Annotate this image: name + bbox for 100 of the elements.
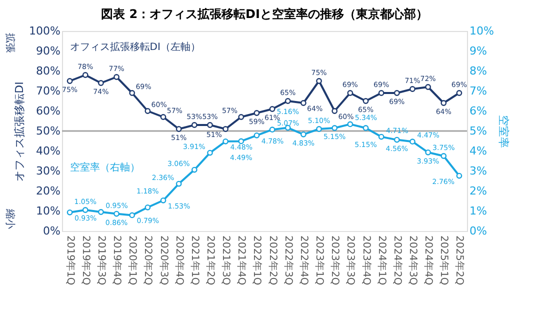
point <box>269 126 276 133</box>
y2-tick-label: 4% <box>470 144 487 158</box>
point <box>456 90 462 96</box>
point <box>254 132 260 138</box>
point <box>82 72 88 78</box>
point <box>316 78 322 84</box>
x-tick-label: 2024年4Q <box>422 236 435 286</box>
text: 空室率（右軸） <box>70 161 140 174</box>
y-tick-label: 40% <box>36 144 60 158</box>
point <box>362 98 369 104</box>
x-tick-label: 2024年1Q <box>376 236 388 286</box>
y2-tick-label: 9% <box>470 44 487 58</box>
y2-tick-label: 10% <box>470 24 494 38</box>
text: 縮小 <box>4 208 16 229</box>
x-tick-label: 2021年3Q <box>220 236 232 286</box>
point <box>332 125 338 131</box>
point <box>207 150 213 156</box>
x-tick-label: 2020年3Q <box>158 236 170 286</box>
y-tick-label: 60% <box>36 104 60 118</box>
x-tick-label: 2024年3Q <box>406 236 419 286</box>
point <box>362 125 369 131</box>
y-tick-label: 30% <box>36 164 60 178</box>
point <box>114 74 120 80</box>
point <box>114 210 120 217</box>
y2-tick-label: 2% <box>470 184 487 198</box>
point <box>66 209 73 216</box>
text: オフィス拡張移転DI（左軸） <box>70 41 200 53</box>
x-tick-label: 2025年1Q <box>438 236 450 286</box>
x-tick-label: 2024年2Q <box>391 236 404 286</box>
point <box>160 197 166 204</box>
x-tick-label: 2022年4Q <box>298 236 310 286</box>
x-tick-label: 2023年3Q <box>344 236 357 286</box>
point <box>300 100 306 106</box>
point <box>440 100 447 106</box>
point <box>300 131 306 138</box>
x-tick-label: 2021年1Q <box>188 236 201 286</box>
y2-tick-label: 0% <box>470 224 487 238</box>
point <box>98 209 104 215</box>
y-tick-label: 20% <box>36 184 60 198</box>
point <box>347 121 354 128</box>
point <box>440 153 447 159</box>
point <box>129 212 136 218</box>
point <box>284 98 291 104</box>
point <box>160 114 166 120</box>
point <box>222 126 229 132</box>
x-tick-label: 2023年2Q <box>329 236 342 286</box>
y2-tick-label: 8% <box>470 64 487 78</box>
y-tick-label: 100% <box>29 24 60 38</box>
y-tick-label: 80% <box>36 64 60 78</box>
x-tick-label: 2023年1Q <box>314 236 326 286</box>
point <box>66 78 73 84</box>
point <box>191 166 198 173</box>
point <box>378 134 384 140</box>
point <box>410 138 416 145</box>
point <box>144 204 151 210</box>
y2-tick-label: 1% <box>470 204 487 218</box>
point <box>332 108 338 114</box>
x-tick-label: 2021年4Q <box>236 236 248 286</box>
y-tick-label: 70% <box>36 84 60 98</box>
y2-tick-label: 5% <box>470 124 487 138</box>
point <box>425 84 432 90</box>
point <box>269 106 276 112</box>
point <box>347 90 354 96</box>
point <box>176 126 182 132</box>
y2-axis-title: 空室率 <box>496 115 510 148</box>
point <box>394 90 400 96</box>
point <box>98 80 104 86</box>
point <box>207 122 213 128</box>
x-tick-label: 2020年4Q <box>173 236 186 286</box>
point <box>82 207 88 213</box>
y2-tick-label: 3% <box>470 164 487 178</box>
chart-title: 図表 2：オフィス拡張移転DIと空室率の推移（東京都心部） <box>101 7 428 21</box>
point <box>394 136 400 143</box>
point <box>238 138 244 144</box>
x-tick-label: 2022年3Q <box>282 236 294 286</box>
point <box>316 126 322 132</box>
point <box>378 90 384 96</box>
x-tick-label: 2023年4Q <box>360 236 372 286</box>
point <box>222 138 229 144</box>
text: 拡張 <box>4 33 16 53</box>
x-tick-label: 2019年4Q <box>111 236 124 286</box>
y-axis-title: オフィス拡張移転DI <box>13 82 26 182</box>
x-tick-label: 2021年2Q <box>204 236 216 286</box>
x-tick-label: 2019年3Q <box>95 236 108 286</box>
y-tick-label: 50% <box>36 124 60 138</box>
y2-tick-label: 7% <box>470 84 487 98</box>
x-tick-label: 2020年1Q <box>126 236 139 286</box>
point <box>191 122 198 128</box>
x-tick-label: 2022年2Q <box>266 236 279 286</box>
point <box>144 108 151 114</box>
point <box>410 86 416 92</box>
point <box>238 114 244 120</box>
point <box>254 110 260 116</box>
x-tick-label: 2019年2Q <box>80 236 92 286</box>
y-tick-label: 10% <box>36 204 60 218</box>
x-tick-label: 2022年1Q <box>251 236 264 286</box>
point <box>456 172 462 179</box>
y2-tick-label: 6% <box>470 104 487 118</box>
point <box>176 180 182 187</box>
x-tick-label: 2019年1Q <box>64 236 76 286</box>
